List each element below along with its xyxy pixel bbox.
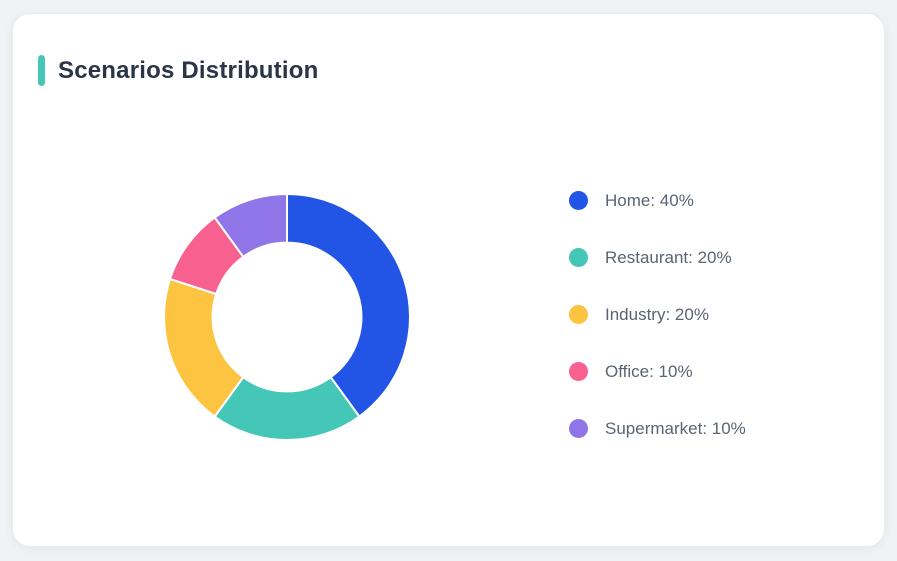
title-accent-bar	[38, 55, 45, 86]
legend-item-restaurant[interactable]: Restaurant: 20%	[569, 229, 746, 286]
card-header: Scenarios Distribution	[38, 55, 318, 86]
legend-color-dot	[569, 419, 588, 438]
donut-chart-svg	[163, 192, 411, 441]
legend-color-dot	[569, 248, 588, 267]
donut-slice-supermarket[interactable]	[213, 192, 288, 259]
donut-slice-home[interactable]	[286, 192, 411, 418]
chart-legend: Home: 40% Restaurant: 20% Industry: 20% Off…	[569, 172, 746, 457]
legend-item-supermarket[interactable]: Supermarket: 10%	[569, 400, 746, 457]
legend-item-label: Office: 10%	[605, 361, 693, 381]
legend-item-label: Supermarket: 10%	[605, 418, 746, 438]
legend-color-dot	[569, 362, 588, 381]
legend-item-home[interactable]: Home: 40%	[569, 172, 746, 229]
scenarios-distribution-card: Scenarios Distribution Home: 40% Restaura…	[12, 13, 885, 547]
donut-chart	[162, 192, 412, 442]
page-title: Scenarios Distribution	[58, 56, 319, 84]
legend-item-label: Industry: 20%	[605, 304, 709, 324]
legend-item-label: Home: 40%	[605, 190, 694, 210]
legend-color-dot	[569, 305, 588, 324]
legend-item-office[interactable]: Office: 10%	[569, 343, 746, 400]
legend-color-dot	[569, 191, 588, 210]
legend-item-industry[interactable]: Industry: 20%	[569, 286, 746, 343]
legend-item-label: Restaurant: 20%	[605, 247, 732, 267]
